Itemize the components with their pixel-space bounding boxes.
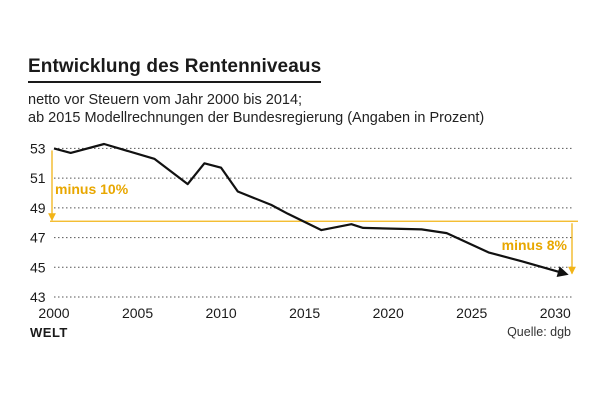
x-tick-label-2020: 2020 [373, 305, 404, 321]
subtitle-line-1: netto vor Steuern vom Jahr 2000 bis 2014… [28, 92, 303, 108]
subtitle-line-2: ab 2015 Modellrechnungen der Bundesregie… [28, 110, 485, 126]
source-note: Quelle: dgb [507, 325, 571, 339]
chart-title: Entwicklung des Rentenniveaus [28, 56, 322, 77]
x-tick-label-2010: 2010 [206, 305, 237, 321]
y-tick-label-53: 53 [30, 140, 46, 156]
x-tick-label-2000: 2000 [38, 305, 69, 321]
y-tick-label-51: 51 [30, 170, 46, 186]
annotation-label-minus-8: minus 8% [502, 237, 568, 253]
y-tick-label-43: 43 [30, 289, 46, 305]
data-series [53, 142, 569, 277]
title-underline [28, 81, 321, 83]
series-line [53, 142, 561, 274]
x-tick-label-2025: 2025 [456, 305, 487, 321]
y-axis-tick-labels: 43 45 47 49 51 53 [30, 140, 46, 305]
annotation-label-minus-10: minus 10% [55, 181, 129, 197]
series-end-arrow [556, 266, 569, 277]
y-tick-label-45: 45 [30, 259, 46, 275]
grid-lines [54, 147, 572, 298]
annotations: minus 10% minus 8% [48, 150, 576, 275]
x-tick-label-2005: 2005 [122, 305, 153, 321]
brand-logo: WELT [30, 325, 68, 340]
x-axis-tick-labels: 2000 2005 2010 2015 2020 2025 2030 [38, 305, 571, 321]
y-tick-label-49: 49 [30, 200, 46, 216]
x-tick-label-2015: 2015 [289, 305, 320, 321]
y-tick-label-47: 47 [30, 230, 46, 246]
x-tick-label-2030: 2030 [540, 305, 571, 321]
